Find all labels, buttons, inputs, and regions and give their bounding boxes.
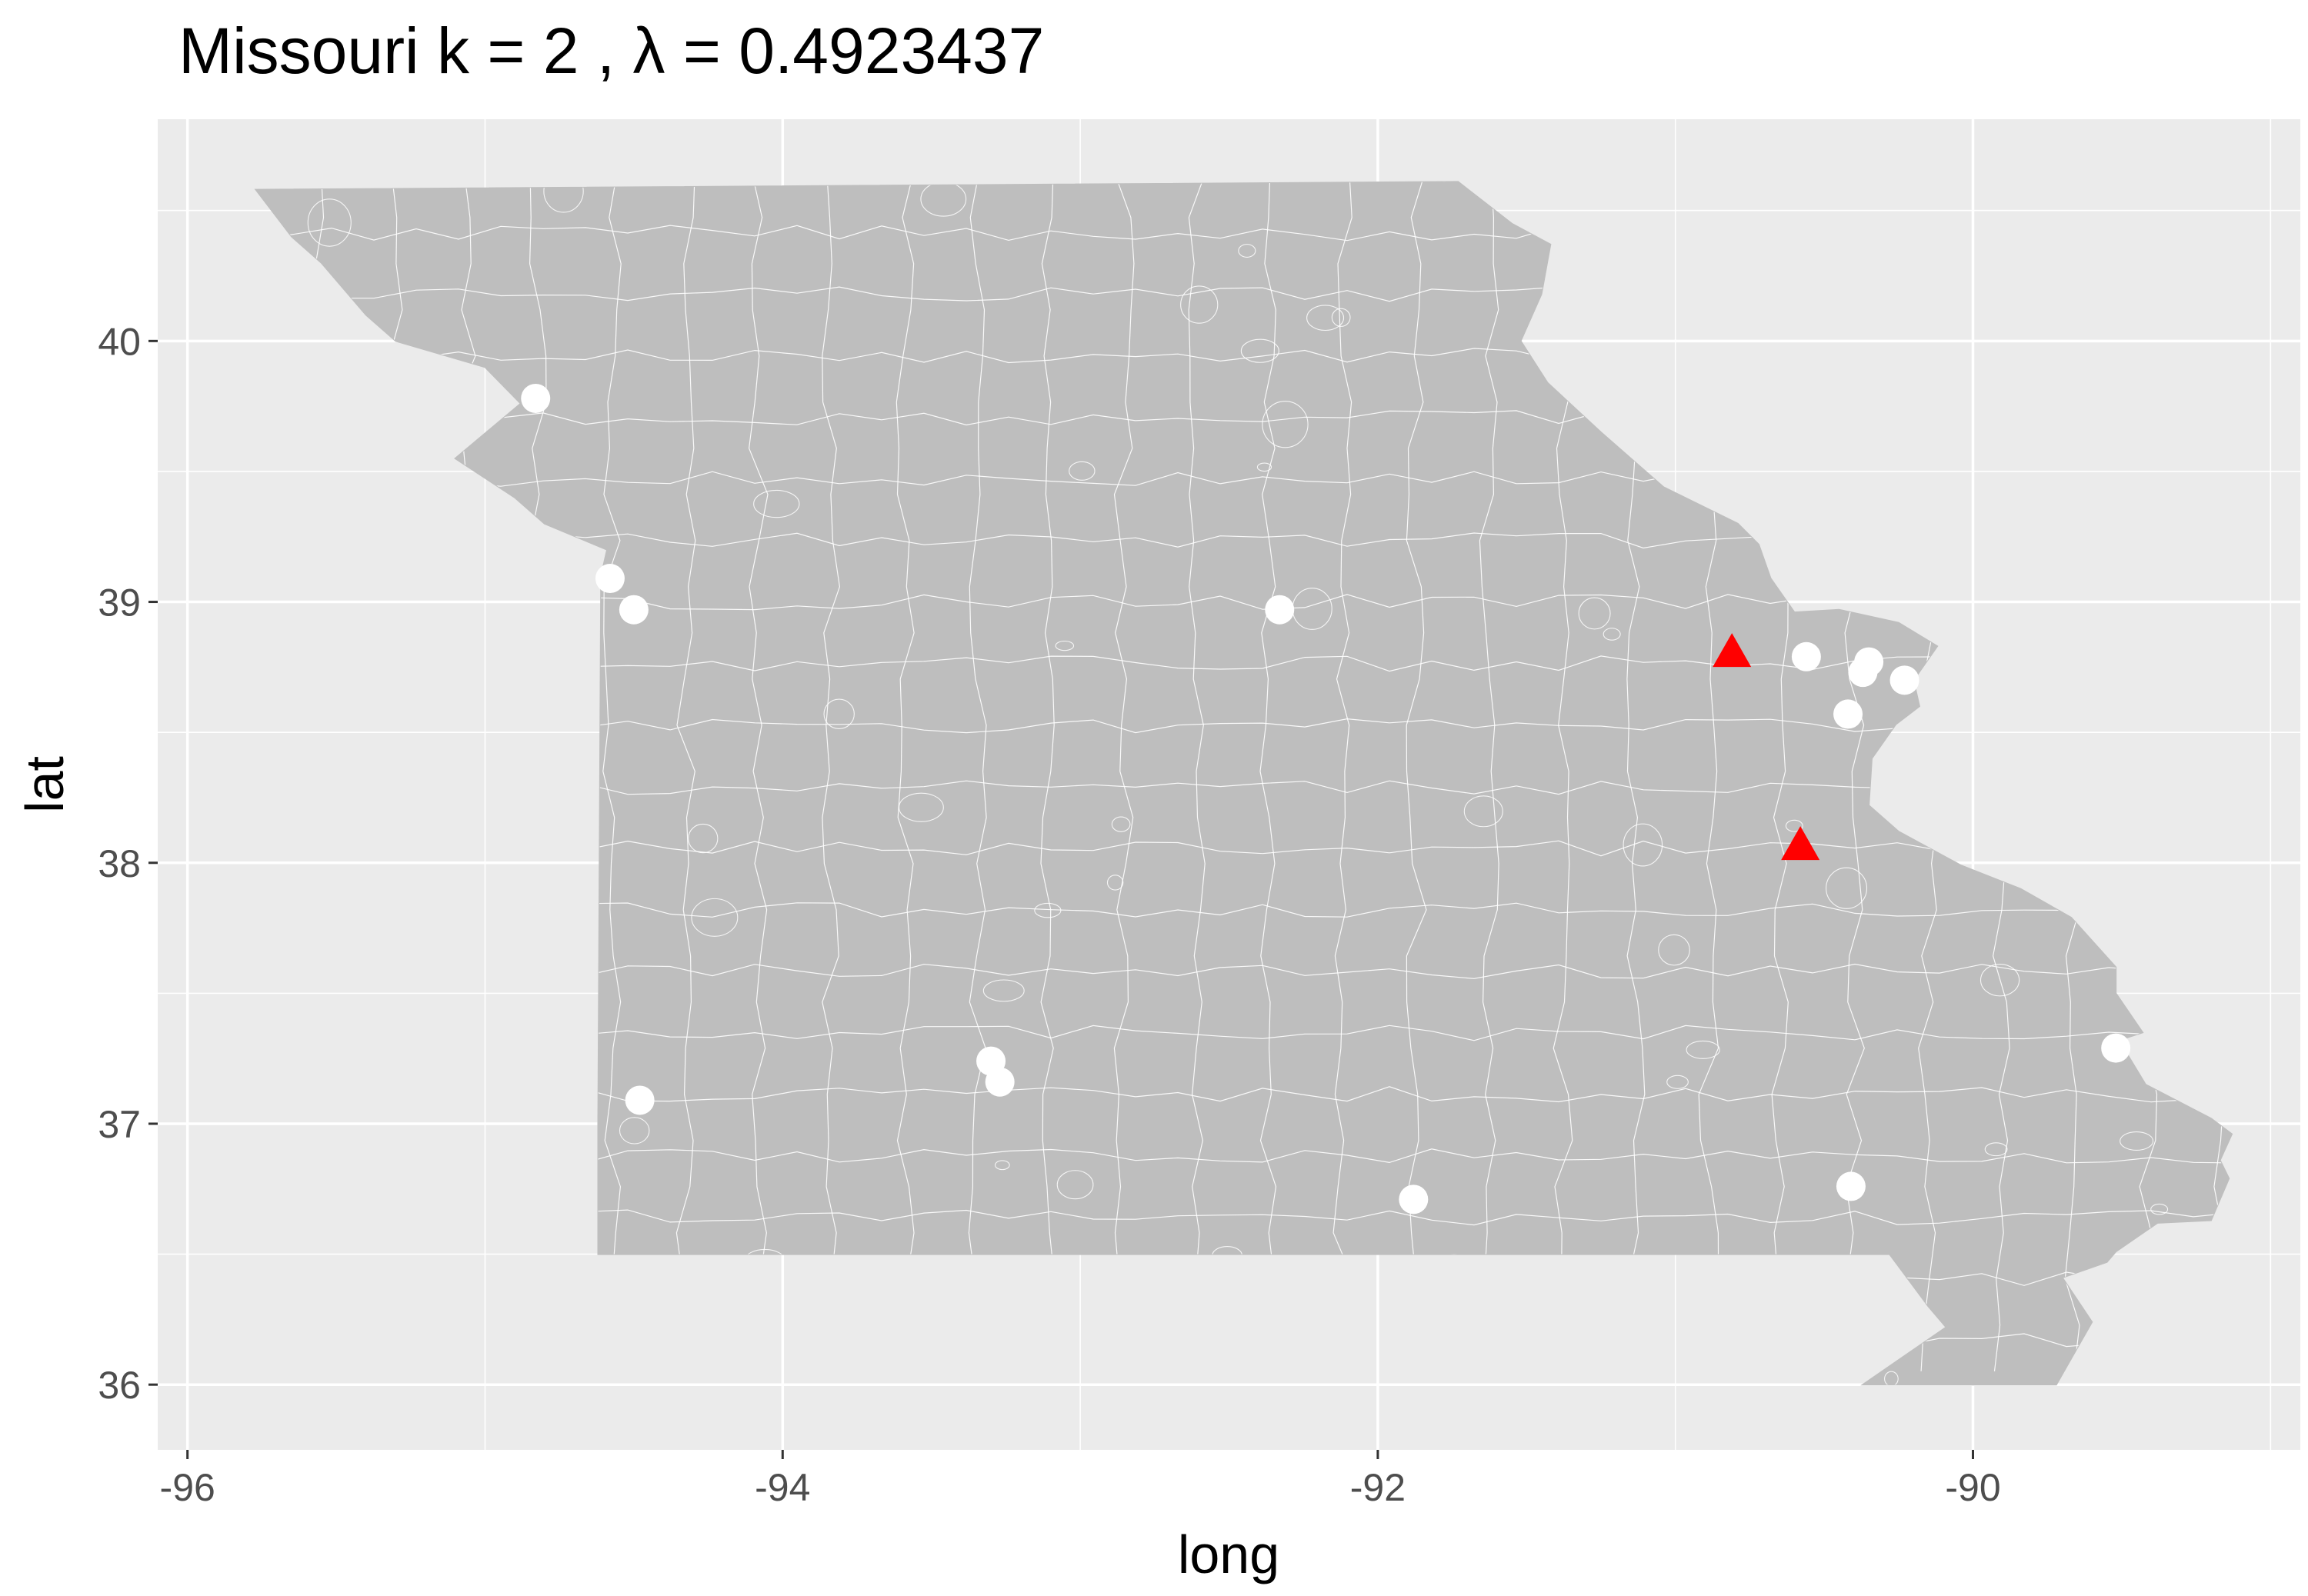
site-point bbox=[1833, 699, 1863, 729]
tract-line bbox=[822, 182, 843, 1371]
place-boundary bbox=[1180, 285, 1219, 324]
tract-line bbox=[1113, 182, 1135, 1371]
x-axis-title: long bbox=[1178, 1524, 1279, 1584]
place-boundary bbox=[1306, 305, 1345, 332]
site-point bbox=[1791, 641, 1821, 671]
y-tick-label: 37 bbox=[98, 1103, 141, 1146]
tract-line bbox=[968, 182, 991, 1371]
place-boundary bbox=[1106, 875, 1124, 891]
tract-line bbox=[748, 182, 774, 1371]
tract-line bbox=[1188, 182, 1209, 1371]
place-boundary bbox=[1578, 597, 1611, 630]
place-boundary bbox=[2150, 1203, 2169, 1215]
place-boundary bbox=[688, 823, 719, 854]
axis-ticks bbox=[148, 339, 1975, 1459]
map-markers bbox=[521, 383, 2131, 1214]
place-boundary bbox=[1984, 1142, 2008, 1157]
place-boundary bbox=[1826, 867, 1868, 909]
x-tick-label: -94 bbox=[755, 1466, 810, 1509]
site-point bbox=[625, 1085, 655, 1115]
site-point bbox=[1848, 658, 1878, 688]
y-tick-label: 36 bbox=[98, 1364, 141, 1407]
y-tick-label: 39 bbox=[98, 581, 141, 625]
site-point bbox=[1265, 595, 1295, 625]
tract-line bbox=[1040, 182, 1070, 1371]
y-tick-label: 38 bbox=[98, 842, 141, 885]
tract-line bbox=[1332, 182, 1366, 1371]
place-boundary bbox=[1238, 244, 1256, 258]
y-tick-label: 40 bbox=[98, 320, 141, 363]
site-point bbox=[1399, 1185, 1429, 1214]
site-point bbox=[521, 383, 551, 413]
place-boundary bbox=[823, 698, 855, 729]
place-boundary bbox=[899, 792, 944, 822]
tract-line bbox=[1479, 182, 1499, 1371]
selected-triangle bbox=[1781, 826, 1820, 861]
axis-tick-labels: -96 -94 -92 -90 36 37 38 39 40 bbox=[98, 320, 2000, 1509]
site-point bbox=[1889, 665, 1919, 695]
site-point bbox=[2101, 1033, 2131, 1063]
place-boundary bbox=[1623, 823, 1663, 867]
place-boundary bbox=[1603, 628, 1621, 641]
site-point bbox=[619, 595, 649, 625]
place-boundary bbox=[2120, 1131, 2154, 1151]
place-boundary bbox=[1658, 934, 1690, 966]
place-boundary bbox=[1686, 1040, 1720, 1059]
place-boundary bbox=[1884, 1371, 1899, 1385]
place-boundary bbox=[1979, 964, 2020, 997]
place-boundary bbox=[1463, 795, 1503, 828]
tract-line bbox=[896, 182, 926, 1371]
site-point bbox=[595, 564, 625, 594]
place-boundary bbox=[619, 1117, 650, 1145]
chart-title: Missouri k = 2 , λ = 0.4923437 bbox=[178, 15, 1044, 87]
place-boundary bbox=[1785, 819, 1803, 832]
tract-line bbox=[1259, 182, 1277, 1371]
site-point bbox=[985, 1067, 1015, 1097]
place-boundary bbox=[1240, 338, 1279, 363]
x-tick-label: -96 bbox=[160, 1466, 215, 1509]
place-boundary bbox=[753, 489, 800, 518]
tract-line bbox=[602, 182, 623, 1371]
place-boundary bbox=[307, 198, 352, 247]
place-boundary bbox=[1056, 1170, 1094, 1200]
place-boundary bbox=[982, 979, 1025, 1002]
tract-line bbox=[675, 182, 696, 1371]
x-tick-label: -90 bbox=[1945, 1466, 2000, 1509]
place-boundary bbox=[1666, 1075, 1689, 1089]
place-boundary bbox=[994, 1160, 1010, 1171]
tract-line bbox=[1406, 182, 1427, 1371]
x-tick-label: -92 bbox=[1350, 1466, 1406, 1509]
place-boundary bbox=[543, 182, 584, 213]
place-boundary bbox=[1069, 461, 1096, 481]
selected-triangle bbox=[1713, 633, 1752, 668]
place-boundary bbox=[1034, 902, 1062, 918]
place-boundary bbox=[1331, 308, 1351, 327]
place-boundary bbox=[1256, 462, 1272, 472]
place-boundary bbox=[1262, 401, 1309, 448]
y-axis-title: lat bbox=[15, 756, 75, 813]
place-boundary bbox=[1055, 640, 1075, 651]
place-boundary bbox=[1111, 816, 1131, 832]
place-boundary bbox=[691, 898, 739, 937]
site-point bbox=[1836, 1171, 1866, 1201]
